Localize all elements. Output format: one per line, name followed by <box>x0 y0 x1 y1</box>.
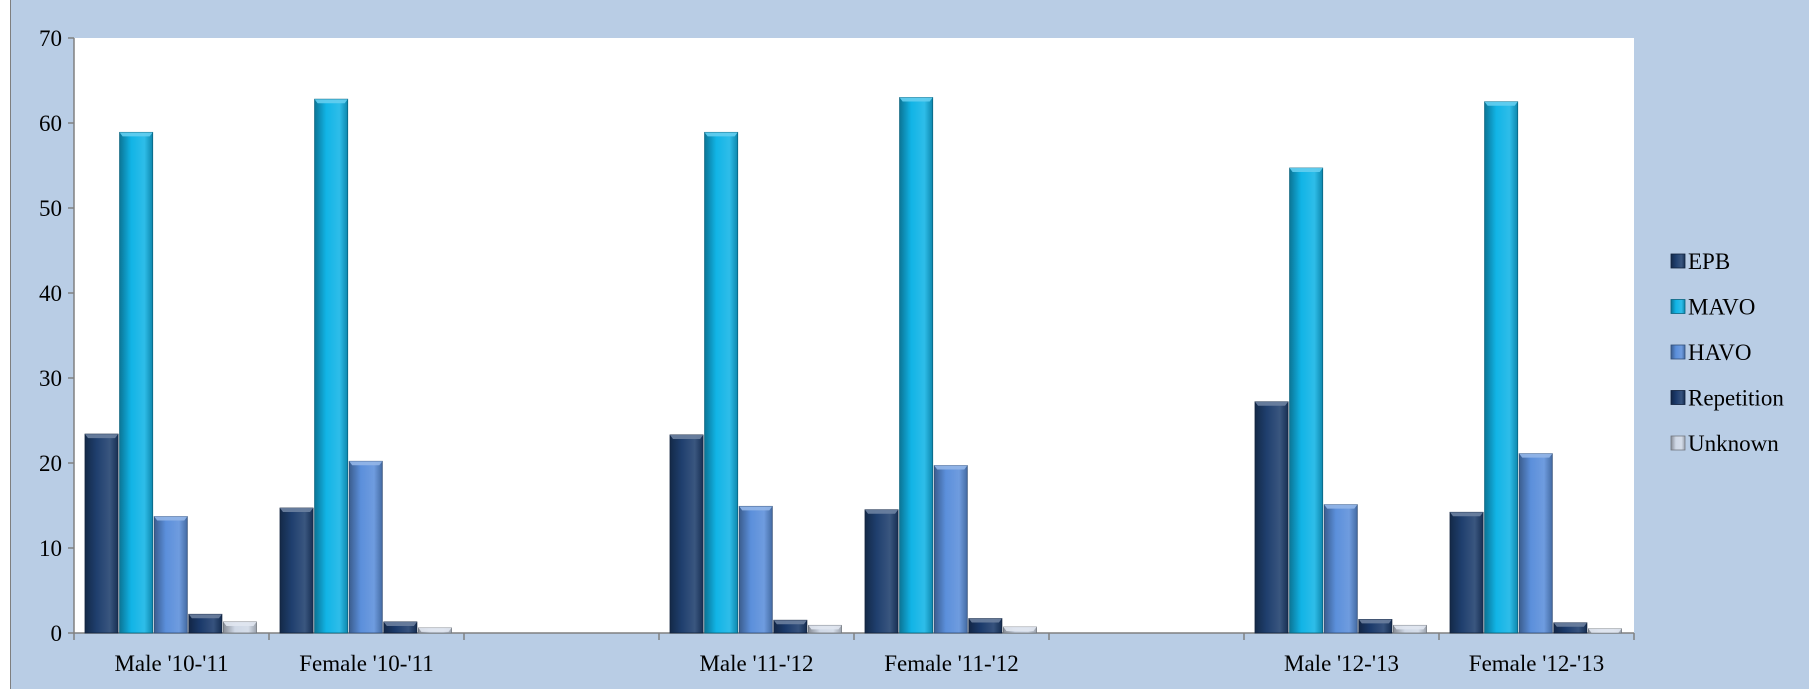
x-tick-label: Female '10-'11 <box>299 651 434 676</box>
bar-unknown-1 <box>417 627 452 634</box>
bar-chart: 0 10 20 30 40 50 60 70 Male '10-'11 Female '10-'1… <box>39 26 1784 676</box>
legend-swatch <box>1670 390 1686 405</box>
bar-epb-1 <box>279 507 314 634</box>
bar-havo-0 <box>153 516 188 634</box>
legend-label: MAVO <box>1688 295 1755 320</box>
y-tick-label: 20 <box>39 451 62 476</box>
y-tick-label: 70 <box>39 26 62 51</box>
bar-epb-4 <box>864 509 899 634</box>
legend-swatch <box>1670 299 1686 314</box>
bar-mavo-0 <box>119 131 154 634</box>
bar-havo-7 <box>1518 453 1553 634</box>
bar-havo-6 <box>1323 504 1358 634</box>
legend-item-epb: EPB <box>1670 249 1730 274</box>
y-tick-label: 40 <box>39 281 62 306</box>
bar-havo-1 <box>348 460 383 634</box>
legend-item-unknown: Unknown <box>1670 431 1779 456</box>
bar-repetition-4 <box>968 618 1003 634</box>
legend-swatch <box>1670 435 1686 451</box>
y-tick-label: 30 <box>39 366 62 391</box>
bar-unknown-6 <box>1393 624 1427 634</box>
legend-label: Repetition <box>1688 386 1784 411</box>
legend-label: Unknown <box>1688 431 1779 456</box>
x-tick-label: Male '10-'11 <box>114 651 228 676</box>
bar-mavo-3 <box>704 131 739 634</box>
bar-epb-7 <box>1449 511 1484 634</box>
bar-repetition-0 <box>188 613 223 634</box>
bar-unknown-7 <box>1588 628 1622 634</box>
y-tick-label: 60 <box>39 111 62 136</box>
x-tick-label: Female '11-'12 <box>884 651 1019 676</box>
legend-item-mavo: MAVO <box>1670 295 1755 320</box>
bar-repetition-3 <box>773 619 808 634</box>
legend-label: HAVO <box>1688 340 1751 365</box>
bar-unknown-3 <box>808 624 842 634</box>
bar-unknown-4 <box>1003 626 1037 634</box>
x-tick-label: Female '12-'13 <box>1469 651 1604 676</box>
x-tick-label: Male '11-'12 <box>699 651 813 676</box>
bar-havo-3 <box>738 505 773 634</box>
chart-frame: 0 10 20 30 40 50 60 70 Male '10-'11 Female '10-'1… <box>10 0 1809 689</box>
y-tick-label: 50 <box>39 196 62 221</box>
y-tick-label: 10 <box>39 536 62 561</box>
bar-repetition-7 <box>1553 622 1588 634</box>
bar-mavo-1 <box>314 98 349 634</box>
legend-item-havo: HAVO <box>1670 340 1751 365</box>
legend-swatch <box>1670 344 1686 360</box>
bar-havo-4 <box>933 465 968 634</box>
legend-item-repetition: Repetition <box>1670 386 1784 411</box>
bar-unknown-0 <box>222 621 257 634</box>
bar-mavo-6 <box>1289 167 1324 634</box>
legend-label: EPB <box>1688 249 1730 274</box>
x-tick-label: Male '12-'13 <box>1284 651 1399 676</box>
bar-epb-3 <box>669 434 704 634</box>
bar-mavo-4 <box>899 97 934 634</box>
bar-repetition-6 <box>1358 619 1393 634</box>
y-tick-label: 0 <box>51 621 63 646</box>
bar-mavo-7 <box>1484 101 1519 634</box>
bar-repetition-1 <box>383 621 418 634</box>
legend-swatch <box>1670 253 1686 269</box>
bar-epb-6 <box>1254 401 1289 634</box>
bar-epb-0 <box>84 433 119 634</box>
